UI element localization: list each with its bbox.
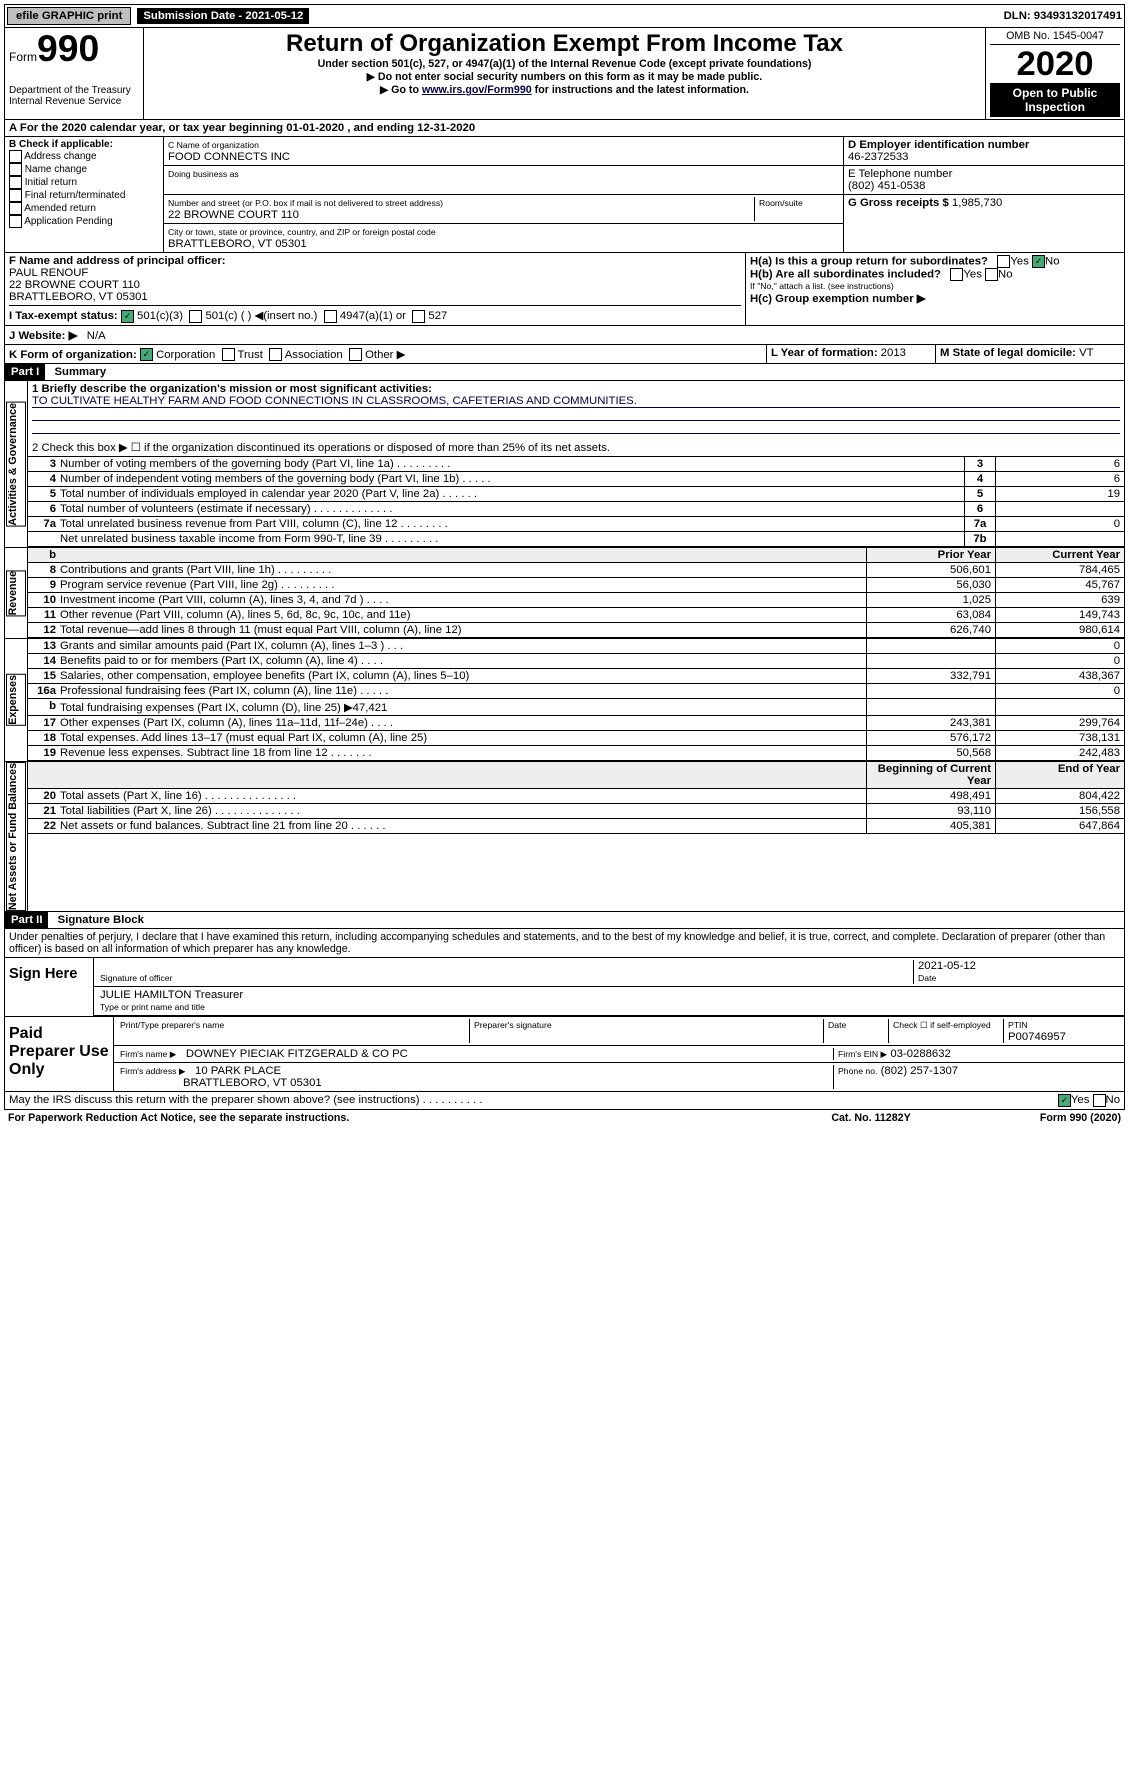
- paid-preparer: Paid Preparer Use Only Print/Type prepar…: [4, 1017, 1125, 1092]
- row-a: A For the 2020 calendar year, or tax yea…: [4, 120, 1125, 137]
- line-5: 5 Total number of individuals employed i…: [28, 487, 1124, 502]
- line-22: 22 Net assets or fund balances. Subtract…: [28, 819, 1124, 834]
- line-3: 3 Number of voting members of the govern…: [28, 457, 1124, 472]
- line-19: 19 Revenue less expenses. Subtract line …: [28, 746, 1124, 761]
- line-8: 8 Contributions and grants (Part VIII, l…: [28, 563, 1124, 578]
- line-14: 14 Benefits paid to or for members (Part…: [28, 654, 1124, 669]
- row-klm: K Form of organization: Corporation Trus…: [4, 345, 1125, 365]
- line-7b: Net unrelated business taxable income fr…: [28, 532, 1124, 547]
- efile-btn[interactable]: efile GRAPHIC print: [7, 7, 131, 25]
- group-expenses: Expenses 13 Grants and similar amounts p…: [4, 639, 1125, 762]
- firm-name: DOWNEY PIECIAK FITZGERALD & CO PC: [186, 1048, 408, 1060]
- line-15: 15 Salaries, other compensation, employe…: [28, 669, 1124, 684]
- telephone: (802) 451-0538: [848, 180, 925, 192]
- group-ag: Activities & Governance 1 Briefly descri…: [4, 381, 1125, 548]
- declaration: Under penalties of perjury, I declare th…: [4, 929, 1125, 958]
- dln: DLN: 93493132017491: [1004, 10, 1122, 22]
- may-discuss: May the IRS discuss this return with the…: [4, 1092, 1125, 1110]
- org-name: FOOD CONNECTS INC: [168, 151, 290, 163]
- col-c: C Name of organizationFOOD CONNECTS INC …: [164, 137, 844, 252]
- grid-b-to-g: B Check if applicable: Address change Na…: [4, 137, 1125, 253]
- line-b: b Total fundraising expenses (Part IX, c…: [28, 699, 1124, 716]
- row-f-h: F Name and address of principal officer:…: [4, 253, 1125, 326]
- line-20: 20 Total assets (Part X, line 16) . . . …: [28, 789, 1124, 804]
- line-4: 4 Number of independent voting members o…: [28, 472, 1124, 487]
- ein: 46-2372533: [848, 151, 908, 163]
- gross-receipts: 1,985,730: [952, 197, 1002, 209]
- part2-header: Part II Signature Block: [4, 912, 1125, 929]
- col-defg: D Employer identification number46-23725…: [844, 137, 1124, 252]
- line-11: 11 Other revenue (Part VIII, column (A),…: [28, 608, 1124, 623]
- sign-here: Sign Here Signature of officer2021-05-12…: [4, 958, 1125, 1017]
- form-block: Form990 Department of the Treasury Inter…: [5, 28, 144, 119]
- chk-501c3[interactable]: [121, 310, 134, 323]
- line-13: 13 Grants and similar amounts paid (Part…: [28, 639, 1124, 654]
- mission: TO CULTIVATE HEALTHY FARM AND FOOD CONNE…: [32, 395, 1120, 408]
- line-12: 12 Total revenue—add lines 8 through 11 …: [28, 623, 1124, 638]
- form-title: Return of Organization Exempt From Incom…: [148, 30, 981, 58]
- group-netassets: Net Assets or Fund Balances Beginning of…: [4, 762, 1125, 912]
- row-j: J Website: ▶ N/A: [4, 326, 1125, 345]
- line-10: 10 Investment income (Part VIII, column …: [28, 593, 1124, 608]
- line-18: 18 Total expenses. Add lines 13–17 (must…: [28, 731, 1124, 746]
- line-21: 21 Total liabilities (Part X, line 26) .…: [28, 804, 1124, 819]
- year-block: OMB No. 1545-0047 2020 Open to Public In…: [986, 28, 1124, 119]
- title-block: Return of Organization Exempt From Incom…: [144, 28, 986, 119]
- line-16a: 16a Professional fundraising fees (Part …: [28, 684, 1124, 699]
- link-irs[interactable]: www.irs.gov/Form990: [422, 84, 532, 96]
- group-revenue: Revenue b Prior Year Current Year 8 Cont…: [4, 548, 1125, 639]
- topbar: efile GRAPHIC print Submission Date - 20…: [4, 4, 1125, 28]
- line-6: 6 Total number of volunteers (estimate i…: [28, 502, 1124, 517]
- line-7a: 7a Total unrelated business revenue from…: [28, 517, 1124, 532]
- header-row: Form990 Department of the Treasury Inter…: [4, 28, 1125, 120]
- line-9: 9 Program service revenue (Part VIII, li…: [28, 578, 1124, 593]
- submission-date: Submission Date - 2021-05-12: [137, 8, 309, 24]
- part1-header: Part I Summary: [4, 364, 1125, 381]
- line-17: 17 Other expenses (Part IX, column (A), …: [28, 716, 1124, 731]
- col-b: B Check if applicable: Address change Na…: [5, 137, 164, 252]
- officer-name: JULIE HAMILTON Treasurer: [100, 989, 243, 1001]
- footer: For Paperwork Reduction Act Notice, see …: [4, 1110, 1125, 1126]
